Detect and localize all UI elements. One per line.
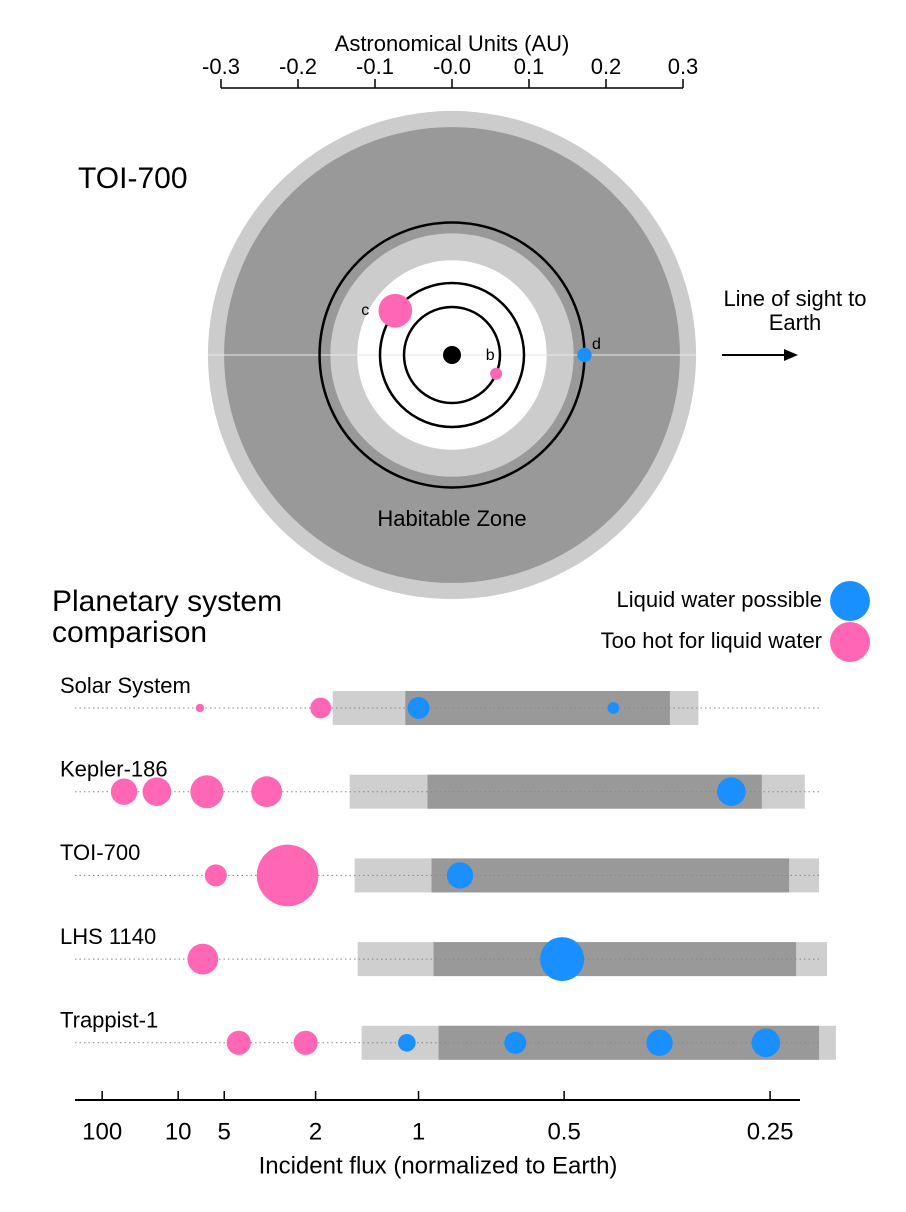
x-tick-label: 0.1 [514,54,545,79]
planet-label: b [486,347,495,364]
x-tick-label: 100 [82,1118,122,1145]
orbit [402,305,502,405]
planet [398,1034,416,1052]
system-name: LHS 1140 [60,924,156,949]
planet [293,1030,318,1055]
legend-label: Too hot for liquid water [601,628,822,653]
x-tick-label: -0.1 [356,54,394,79]
planet [142,777,172,806]
planet [646,1029,673,1057]
x-axis-label: Astronomical Units (AU) [335,31,570,56]
legend-swatch [830,581,870,621]
x-tick-label: 0.2 [591,54,622,79]
planet [577,347,592,363]
planet [204,864,227,887]
planet-label: c [361,302,369,319]
system-name: Solar System [60,673,191,698]
planet [310,697,332,719]
planet [504,1031,527,1054]
annotation: Line of sight to Earth [723,286,867,335]
conservative-zone [431,858,790,893]
x-tick-label: 0.3 [668,54,699,79]
planet [226,1030,251,1055]
planet [751,1028,781,1058]
planet [195,703,205,713]
planet [378,293,413,328]
planet-label: d [592,336,601,353]
legend-label: Liquid water possible [617,587,822,612]
chart-title: Planetary system comparison [52,585,283,649]
legend-swatch [830,622,870,662]
planet [540,937,585,982]
planet [190,775,224,809]
conservative-zone [427,774,762,809]
system-name: TOI-700 [60,840,140,865]
star [443,346,461,364]
arrow-head [784,349,798,361]
planet [490,367,503,380]
planet [110,778,138,805]
planet [256,844,319,907]
system-name: Trappist-1 [60,1008,158,1033]
planet [251,776,283,808]
x-tick-label: 5 [218,1118,231,1145]
x-tick-label: 1 [412,1118,425,1145]
zone-label: Habitable Zone [377,506,526,531]
planet [446,862,474,889]
x-tick-label: 0.5 [547,1118,580,1145]
x-tick-label: 2 [309,1118,322,1145]
system-name: Kepler-186 [60,757,168,782]
x-tick-label: 10 [165,1118,192,1145]
chart-title: TOI-700 [78,162,188,195]
planet [407,697,430,719]
orbit [378,281,526,429]
x-tick-label: -0.3 [202,54,240,79]
x-axis-label: Incident flux (normalized to Earth) [259,1152,618,1179]
x-tick-label: -0.2 [279,54,317,79]
planet [717,777,746,806]
x-tick-label: 0.25 [747,1118,794,1145]
planet [187,943,219,975]
x-tick-label: -0.0 [433,54,471,79]
planet [607,702,620,714]
